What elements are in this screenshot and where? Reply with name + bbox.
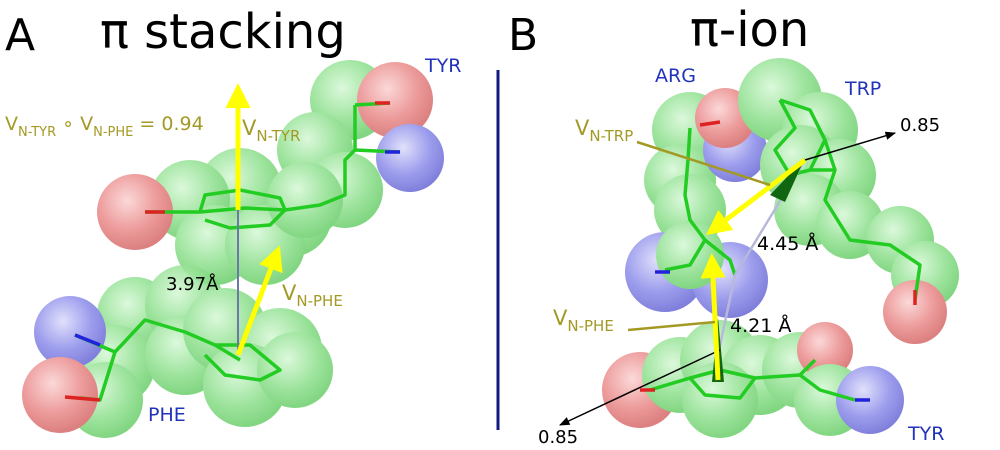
panel-b-title: π-ion <box>690 2 809 58</box>
residue-label-phe-a: PHE <box>148 404 186 426</box>
leader-n-phe-b <box>627 320 716 332</box>
panel-a-letter: A <box>5 10 35 61</box>
distance-label-upper-b: 4.45 Å <box>757 232 818 255</box>
normal-arrow-lower-b <box>559 349 721 426</box>
distance-line-lower-b <box>716 274 737 356</box>
value-label-upper-b: 0.85 <box>900 115 940 136</box>
distance-label-lower-b: 4.21 Å <box>730 314 791 337</box>
tyr-o-bond-a <box>145 101 390 214</box>
normal-arrow-upper-b <box>804 131 897 161</box>
dot-product-label: VN-TYR ∘ VN-PHE = 0.94 <box>5 113 204 140</box>
leader-n-trp-b <box>636 140 771 187</box>
tyr-bonds-b <box>649 358 856 402</box>
panel-a: A π stacking TYR PHE VN-TYR ∘ VN-PHE = 0… <box>5 4 461 438</box>
vector-n-phe-a <box>235 245 283 356</box>
vector-label-n-tyr-a: VN-TYR <box>242 116 300 145</box>
residue-label-tyr-a: TYR <box>424 55 461 77</box>
panel-b-letter: B <box>508 10 538 61</box>
phe-molecule-a <box>22 265 333 438</box>
panel-a-title: π stacking <box>100 4 346 60</box>
tyr-molecule-a <box>97 60 444 285</box>
arg-trp-molecules-b <box>625 58 959 344</box>
arg-trp-bonds-b <box>664 98 922 301</box>
value-label-lower-b: 0.85 <box>538 427 578 448</box>
residue-label-tyr-b: TYR <box>907 423 944 445</box>
vector-n-phe-b <box>700 253 726 381</box>
vector-label-n-trp-b: VN-TRP <box>575 116 633 145</box>
residue-label-trp-b: TRP <box>844 78 881 100</box>
vector-label-n-phe-b: VN-PHE <box>553 306 614 335</box>
distance-label-a: 3.97Å <box>166 273 219 295</box>
residue-label-arg-b: ARG <box>655 65 696 87</box>
panel-b: B π-ion ARG TRP TYR VN-TRP VN-PHE 4.45 Å… <box>508 2 959 448</box>
vector-n-trp-b <box>706 158 807 236</box>
vector-label-n-phe-a: VN-PHE <box>282 281 343 310</box>
